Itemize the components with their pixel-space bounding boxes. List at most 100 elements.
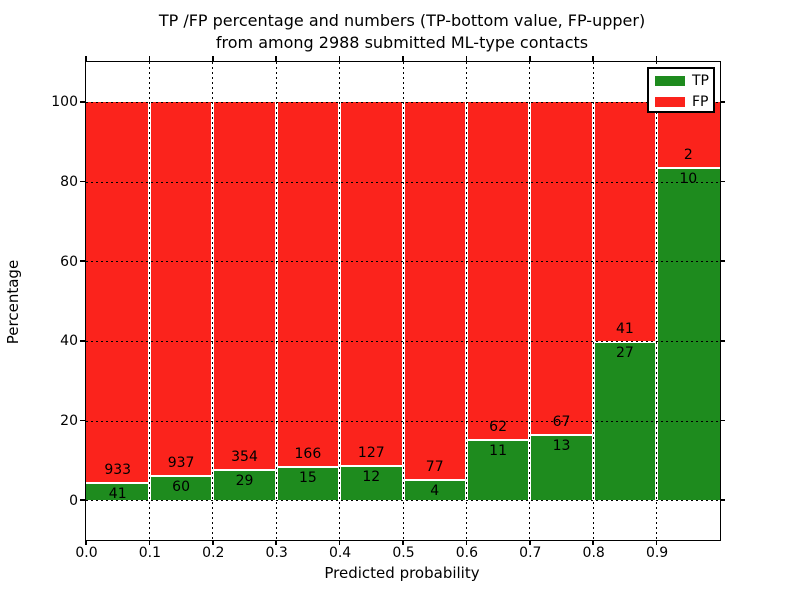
bar-segment-fp-1 xyxy=(149,101,213,477)
bar-edge-7 xyxy=(529,434,594,437)
x-tick-bottom-0.3 xyxy=(275,540,277,545)
tp-count-label-4: 12 xyxy=(362,468,381,485)
x-tick-bottom-0.8 xyxy=(592,540,594,545)
bar-edge-3 xyxy=(276,466,340,469)
y-tick-label-0: 0 xyxy=(69,492,78,509)
x-tick-bottom-0.2 xyxy=(212,540,214,545)
x-tick-label-0.0: 0.0 xyxy=(75,545,98,561)
chart-title-line1: TP /FP percentage and numbers (TP-bottom… xyxy=(158,11,646,30)
bar-segment-tp-5 xyxy=(403,480,467,501)
chart-title: TP /FP percentage and numbers (TP-bottom… xyxy=(85,10,719,54)
tp-count-label-5: 4 xyxy=(430,483,440,500)
bar-segment-fp-5 xyxy=(403,101,467,481)
bar-segment-fp-4 xyxy=(339,101,403,466)
x-tick-bottom-0.4 xyxy=(338,540,341,545)
x-tick-top-0.3 xyxy=(275,55,277,61)
x-tick-label-0.7: 0.7 xyxy=(519,545,542,561)
y-tick-label-20: 20 xyxy=(60,413,78,429)
x-tick-label-0.3: 0.3 xyxy=(265,545,288,561)
horizontal-gridline-60 xyxy=(86,261,720,263)
x-tick-top-0.6 xyxy=(465,55,468,61)
tp-count-label-0: 41 xyxy=(108,486,127,503)
bar-segment-tp-0 xyxy=(86,483,150,501)
bar-edge-4 xyxy=(339,464,403,467)
vertical-gridline-0.5 xyxy=(402,62,404,540)
horizontal-gridline-0 xyxy=(86,500,720,502)
bar-segment-tp-6 xyxy=(466,440,530,501)
y-tick-right-60 xyxy=(720,260,725,262)
x-tick-label-0.6: 0.6 xyxy=(455,545,479,561)
bar-segment-tp-3 xyxy=(276,467,340,501)
fp-count-label-4: 127 xyxy=(357,444,385,461)
legend: TP FP xyxy=(647,67,715,113)
vertical-gridline-0.2 xyxy=(212,62,214,540)
y-tick-left-100 xyxy=(79,101,85,103)
bar-edge-6 xyxy=(466,439,530,442)
bar-segment-fp-8 xyxy=(593,101,657,342)
horizontal-gridline-40 xyxy=(86,340,720,342)
x-tick-bottom-0.5 xyxy=(402,540,404,545)
legend-label-tp: TP xyxy=(692,72,709,89)
fp-color-swatch-icon xyxy=(655,96,685,107)
fp-count-label-9: 2 xyxy=(683,147,693,164)
x-tick-bottom-0.7 xyxy=(529,540,531,545)
x-tick-bottom-0.1 xyxy=(148,540,151,545)
y-tick-left-80 xyxy=(79,180,85,183)
x-tick-bottom-0.9 xyxy=(655,540,658,545)
tp-count-label-3: 15 xyxy=(298,470,317,487)
bar-edge-1 xyxy=(149,475,213,478)
x-tick-label-0.2: 0.2 xyxy=(202,545,225,561)
horizontal-gridline-20 xyxy=(86,420,720,422)
x-tick-top-0.9 xyxy=(655,55,658,61)
fp-count-label-6: 62 xyxy=(489,419,507,436)
bar-segment-fp-3 xyxy=(276,101,340,468)
fp-count-label-8: 41 xyxy=(615,321,634,337)
x-tick-bottom-0.6 xyxy=(465,540,468,545)
x-tick-top-0.8 xyxy=(592,55,594,61)
x-tick-top-0.4 xyxy=(338,55,341,61)
x-tick-label-0.5: 0.5 xyxy=(392,545,415,561)
bar-segment-fp-2 xyxy=(212,101,277,470)
y-tick-left-20 xyxy=(79,419,85,422)
vertical-gridline-0.4 xyxy=(339,62,341,540)
y-tick-label-100: 100 xyxy=(51,94,78,111)
legend-row-fp: FP xyxy=(655,92,709,111)
tp-count-label-7: 13 xyxy=(552,438,571,455)
plot-area: 933 41 937 60 354 29 166 15 127 12 77 4 62 11 67 13 41 27… xyxy=(79,55,725,545)
fp-count-label-0: 933 xyxy=(104,462,132,479)
y-tick-right-0 xyxy=(720,499,725,501)
fp-count-label-2: 354 xyxy=(231,449,258,465)
x-tick-top-0.0 xyxy=(85,55,87,61)
bar-edge-9 xyxy=(656,167,720,170)
y-tick-label-80: 80 xyxy=(60,174,78,190)
x-tick-label-0.8: 0.8 xyxy=(582,545,605,561)
bar-segment-fp-7 xyxy=(529,101,594,436)
bar-segment-fp-6 xyxy=(466,101,530,441)
tp-count-label-6: 11 xyxy=(489,443,507,460)
fp-count-label-7: 67 xyxy=(552,414,571,431)
tp-color-swatch-icon xyxy=(655,75,685,86)
bar-segment-fp-0 xyxy=(86,101,150,484)
chart-title-line2: from among 2988 submitted ML-type contac… xyxy=(215,33,589,52)
y-tick-right-40 xyxy=(720,340,725,342)
x-tick-top-0.5 xyxy=(402,55,404,61)
bar-segment-tp-7 xyxy=(529,435,594,501)
x-tick-bottom-0.0 xyxy=(85,540,87,545)
tp-count-label-9: 10 xyxy=(679,171,698,188)
y-axis-label: Percentage xyxy=(4,259,22,345)
vertical-gridline-0.1 xyxy=(148,62,150,540)
vertical-gridline-0.6 xyxy=(465,62,467,540)
bar-segment-tp-1 xyxy=(149,476,213,501)
x-tick-top-0.2 xyxy=(212,55,214,61)
tp-count-label-2: 29 xyxy=(235,473,254,489)
x-tick-label-0.9: 0.9 xyxy=(645,545,669,561)
y-tick-left-0 xyxy=(79,499,85,501)
horizontal-gridline-100 xyxy=(86,101,720,103)
x-tick-top-0.7 xyxy=(529,55,531,61)
y-tick-right-80 xyxy=(720,180,725,183)
x-tick-top-0.1 xyxy=(148,55,151,61)
tp-count-label-1: 60 xyxy=(172,479,190,496)
y-tick-left-40 xyxy=(79,340,85,342)
bar-segment-tp-9 xyxy=(656,168,720,501)
